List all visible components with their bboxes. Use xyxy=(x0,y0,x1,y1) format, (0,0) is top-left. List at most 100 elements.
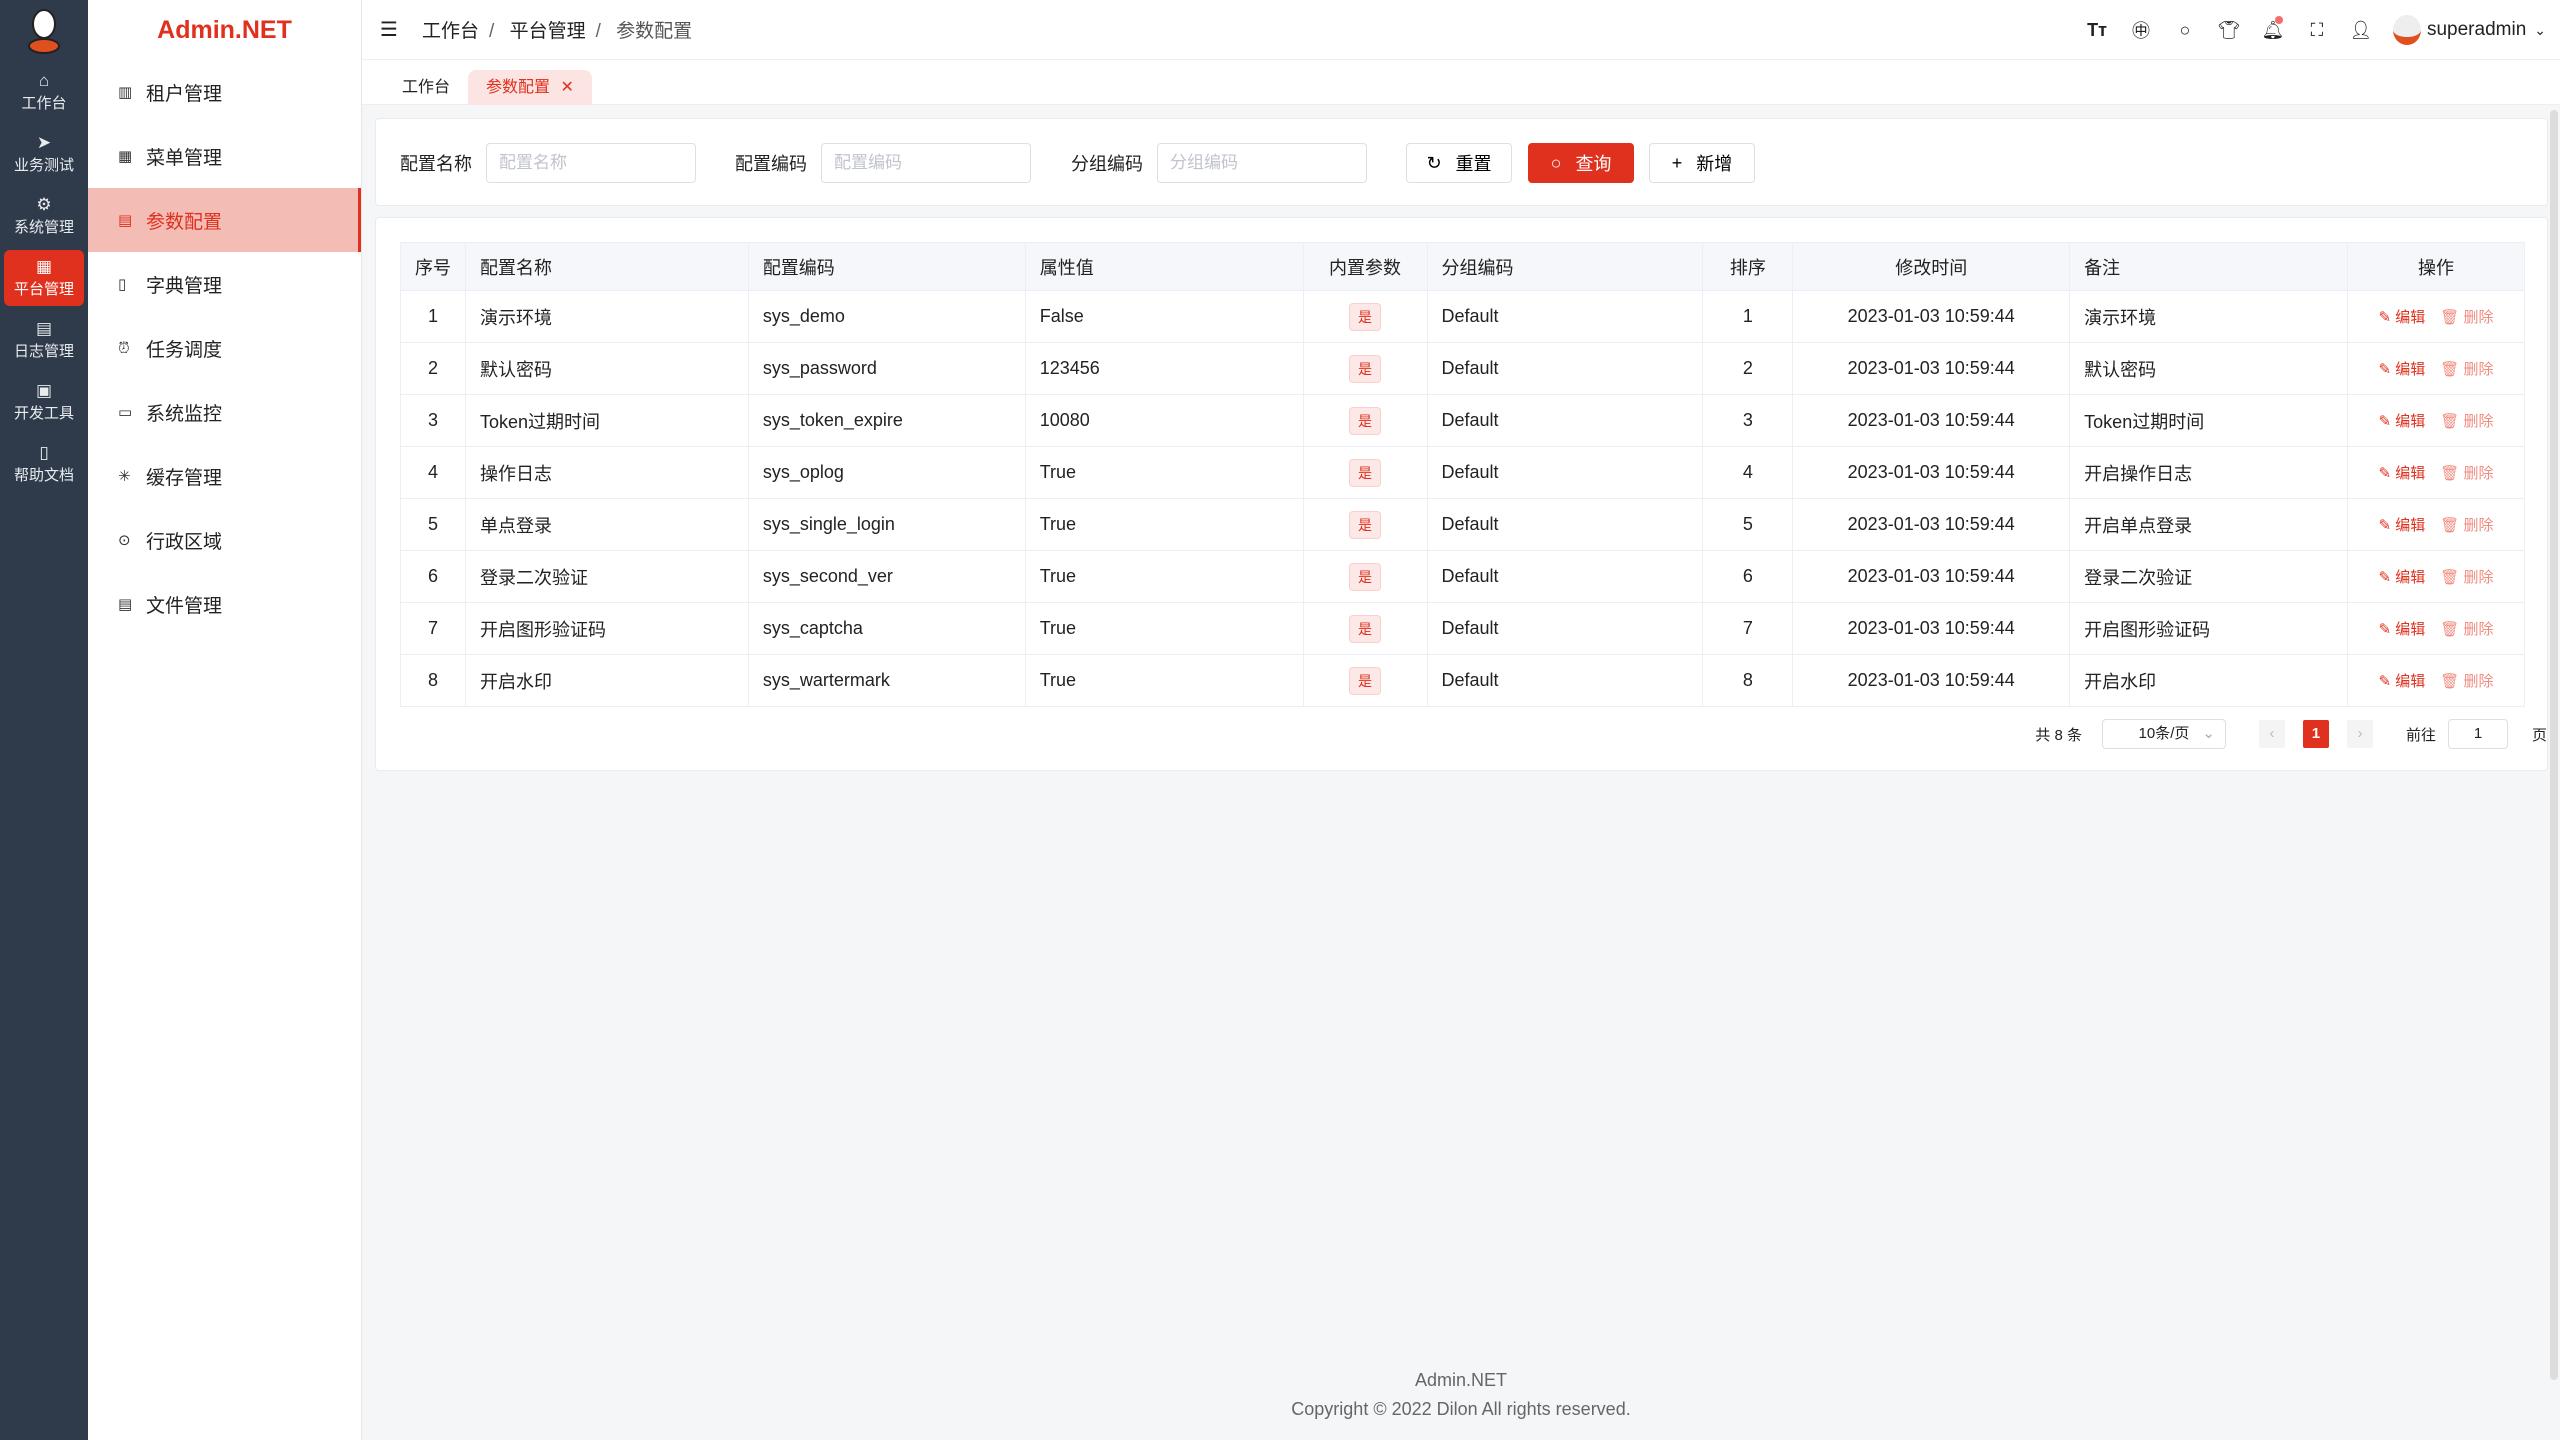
table-cell: 5 xyxy=(1702,498,1794,551)
header: ☰ 工作台 / 平台管理 / 参数配置 Tт ㊥ ○ 👕︎ 🔔︎ ⛶ 👤︎ supe… xyxy=(362,0,2560,60)
table-cell: True xyxy=(1024,654,1304,707)
reset-button[interactable]: ↻ 重置 xyxy=(1406,143,1512,183)
rail-item[interactable]: ▦ 平台管理 xyxy=(4,250,84,306)
grid-icon: ▦ xyxy=(118,148,133,165)
builtin-tag: 是 xyxy=(1349,302,1382,331)
prev-page-button[interactable]: ‹ xyxy=(2258,720,2285,748)
menu-collapse-icon[interactable]: ☰ xyxy=(380,19,398,41)
bell-icon[interactable]: 🔔︎ xyxy=(2251,15,2295,41)
edit-icon: ✎ xyxy=(2378,621,2392,638)
table-cell: 演示环境 xyxy=(2069,290,2349,343)
edit-button[interactable]: ✎ 编辑 xyxy=(2378,673,2426,690)
delete-button[interactable]: 🗑︎ 删除 xyxy=(2440,465,2494,482)
search-icon: ○ xyxy=(1550,152,1562,173)
next-page-button[interactable]: › xyxy=(2346,720,2373,748)
sidebar-item[interactable]: ▯ 字典管理 xyxy=(88,252,361,316)
config-name-input[interactable] xyxy=(486,143,696,183)
goto-page-input[interactable]: 1 xyxy=(2447,719,2508,749)
config-name-label: 配置名称 xyxy=(400,154,472,174)
query-button[interactable]: ○ 查询 xyxy=(1528,143,1634,183)
table-cell: 5 xyxy=(400,498,466,551)
edit-button[interactable]: ✎ 编辑 xyxy=(2378,569,2426,586)
breadcrumb-item[interactable]: 工作台 xyxy=(422,21,480,42)
edit-button[interactable]: ✎ 编辑 xyxy=(2378,309,2426,326)
close-icon[interactable]: ✕ xyxy=(560,79,574,96)
fullscreen-icon[interactable]: ⛶ xyxy=(2310,19,2324,40)
tab-param-config[interactable]: 参数配置 ✕ xyxy=(468,70,592,105)
sidebar-item[interactable]: ▥ 租户管理 xyxy=(88,60,361,124)
trash-icon: 🗑︎ xyxy=(2440,673,2460,690)
rail-item[interactable]: ▯ 帮助文档 xyxy=(4,436,84,492)
font-size-icon[interactable]: Tт xyxy=(2087,19,2107,40)
column-header: 操作 xyxy=(2347,242,2525,291)
page-size-select[interactable]: 10条/页 ⌄ xyxy=(2101,719,2226,749)
table-cell: Default xyxy=(1426,498,1704,551)
tab-workbench[interactable]: 工作台 xyxy=(402,79,451,96)
sidebar-item-label: 行政区域 xyxy=(146,531,223,553)
table-cell: 3 xyxy=(400,394,466,447)
sidebar-item[interactable]: ▤ 文件管理 xyxy=(88,572,361,636)
sidebar-item[interactable]: ⊙ 行政区域 xyxy=(88,508,361,572)
username[interactable]: superadmin xyxy=(2426,19,2527,40)
group-code-input[interactable] xyxy=(1157,143,1367,183)
actions-cell: ✎ 编辑 🗑︎ 删除 xyxy=(2347,394,2525,447)
actions-cell: ✎ 编辑 🗑︎ 删除 xyxy=(2347,446,2525,499)
add-button[interactable]: + 新增 xyxy=(1649,143,1755,183)
sidebar-item[interactable]: ✳ 缓存管理 xyxy=(88,444,361,508)
edit-button[interactable]: ✎ 编辑 xyxy=(2378,413,2426,430)
trash-icon: 🗑︎ xyxy=(2440,465,2460,482)
rail-item[interactable]: ⌂ 工作台 xyxy=(4,64,84,120)
table-row: 2 默认密码 sys_password 123456 是 Default 2 2023-01-… xyxy=(400,342,2525,395)
monitor-icon: ▭ xyxy=(118,404,133,421)
table-cell: 6 xyxy=(400,550,466,603)
theme-shirt-icon[interactable]: 👕︎ xyxy=(2217,19,2241,40)
chevron-down-icon[interactable]: ⌄ xyxy=(2534,21,2546,38)
delete-button[interactable]: 🗑︎ 删除 xyxy=(2440,673,2494,690)
table-cell: 2023-01-03 10:59:44 xyxy=(1792,290,2071,343)
builtin-tag: 是 xyxy=(1349,354,1382,383)
user-icon[interactable]: 👤︎ xyxy=(2349,19,2373,40)
config-code-input[interactable] xyxy=(821,143,1031,183)
table-cell: 开启单点登录 xyxy=(2069,498,2349,551)
actions-cell: ✎ 编辑 🗑︎ 删除 xyxy=(2347,602,2525,655)
delete-button[interactable]: 🗑︎ 删除 xyxy=(2440,361,2494,378)
rail-item[interactable]: ▤ 日志管理 xyxy=(4,312,84,368)
language-icon[interactable]: ㊥ xyxy=(2131,21,2150,41)
delete-button[interactable]: 🗑︎ 删除 xyxy=(2440,621,2494,638)
scrollbar[interactable] xyxy=(2550,110,2558,1380)
table-cell: 3 xyxy=(1702,394,1794,447)
table-cell: 4 xyxy=(400,446,466,499)
edit-button[interactable]: ✎ 编辑 xyxy=(2378,621,2426,638)
column-header: 配置名称 xyxy=(464,242,749,291)
edit-button[interactable]: ✎ 编辑 xyxy=(2378,361,2426,378)
sidebar-item[interactable]: ▤ 参数配置 xyxy=(88,188,361,252)
sidebar-item[interactable]: ▭ 系统监控 xyxy=(88,380,361,444)
search-icon[interactable]: ○ xyxy=(2179,19,2191,40)
sidebar-item[interactable]: ▦ 菜单管理 xyxy=(88,124,361,188)
rail-item[interactable]: ⚙ 系统管理 xyxy=(4,188,84,244)
delete-button[interactable]: 🗑︎ 删除 xyxy=(2440,569,2494,586)
delete-button[interactable]: 🗑︎ 删除 xyxy=(2440,517,2494,534)
pagination: 共 8 条 10条/页 ⌄ ‹ 1 › 前往 1 页 xyxy=(2035,718,2547,750)
table-cell: 登录二次验证 xyxy=(2069,550,2349,603)
table-cell: 1 xyxy=(400,290,466,343)
edit-button[interactable]: ✎ 编辑 xyxy=(2378,465,2426,482)
page-1-button[interactable]: 1 xyxy=(2302,720,2329,748)
table-cell: 2023-01-03 10:59:44 xyxy=(1792,394,2071,447)
rail-item[interactable]: ➤ 业务测试 xyxy=(4,126,84,182)
edit-button[interactable]: ✎ 编辑 xyxy=(2378,517,2426,534)
table-row: 7 开启图形验证码 sys_captcha True 是 Default 7 2023-01-… xyxy=(400,602,2525,655)
delete-button[interactable]: 🗑︎ 删除 xyxy=(2440,413,2494,430)
table-row: 3 Token过期时间 sys_token_expire 10080 是 Default 3… xyxy=(400,394,2525,447)
table-cell: Default xyxy=(1426,394,1704,447)
sidebar-item-label: 缓存管理 xyxy=(146,467,223,489)
alarm-icon: ⏰︎ xyxy=(118,339,130,357)
loading-icon: ✳ xyxy=(118,468,131,485)
goto-label: 前往 xyxy=(2405,726,2436,744)
edit-icon: ✎ xyxy=(2378,673,2392,690)
breadcrumb-item[interactable]: 平台管理 xyxy=(509,21,586,42)
sidebar-item[interactable]: ⏰︎ 任务调度 xyxy=(88,316,361,380)
avatar[interactable] xyxy=(2392,15,2421,45)
delete-button[interactable]: 🗑︎ 删除 xyxy=(2440,309,2494,326)
rail-item[interactable]: ▣ 开发工具 xyxy=(4,374,84,430)
